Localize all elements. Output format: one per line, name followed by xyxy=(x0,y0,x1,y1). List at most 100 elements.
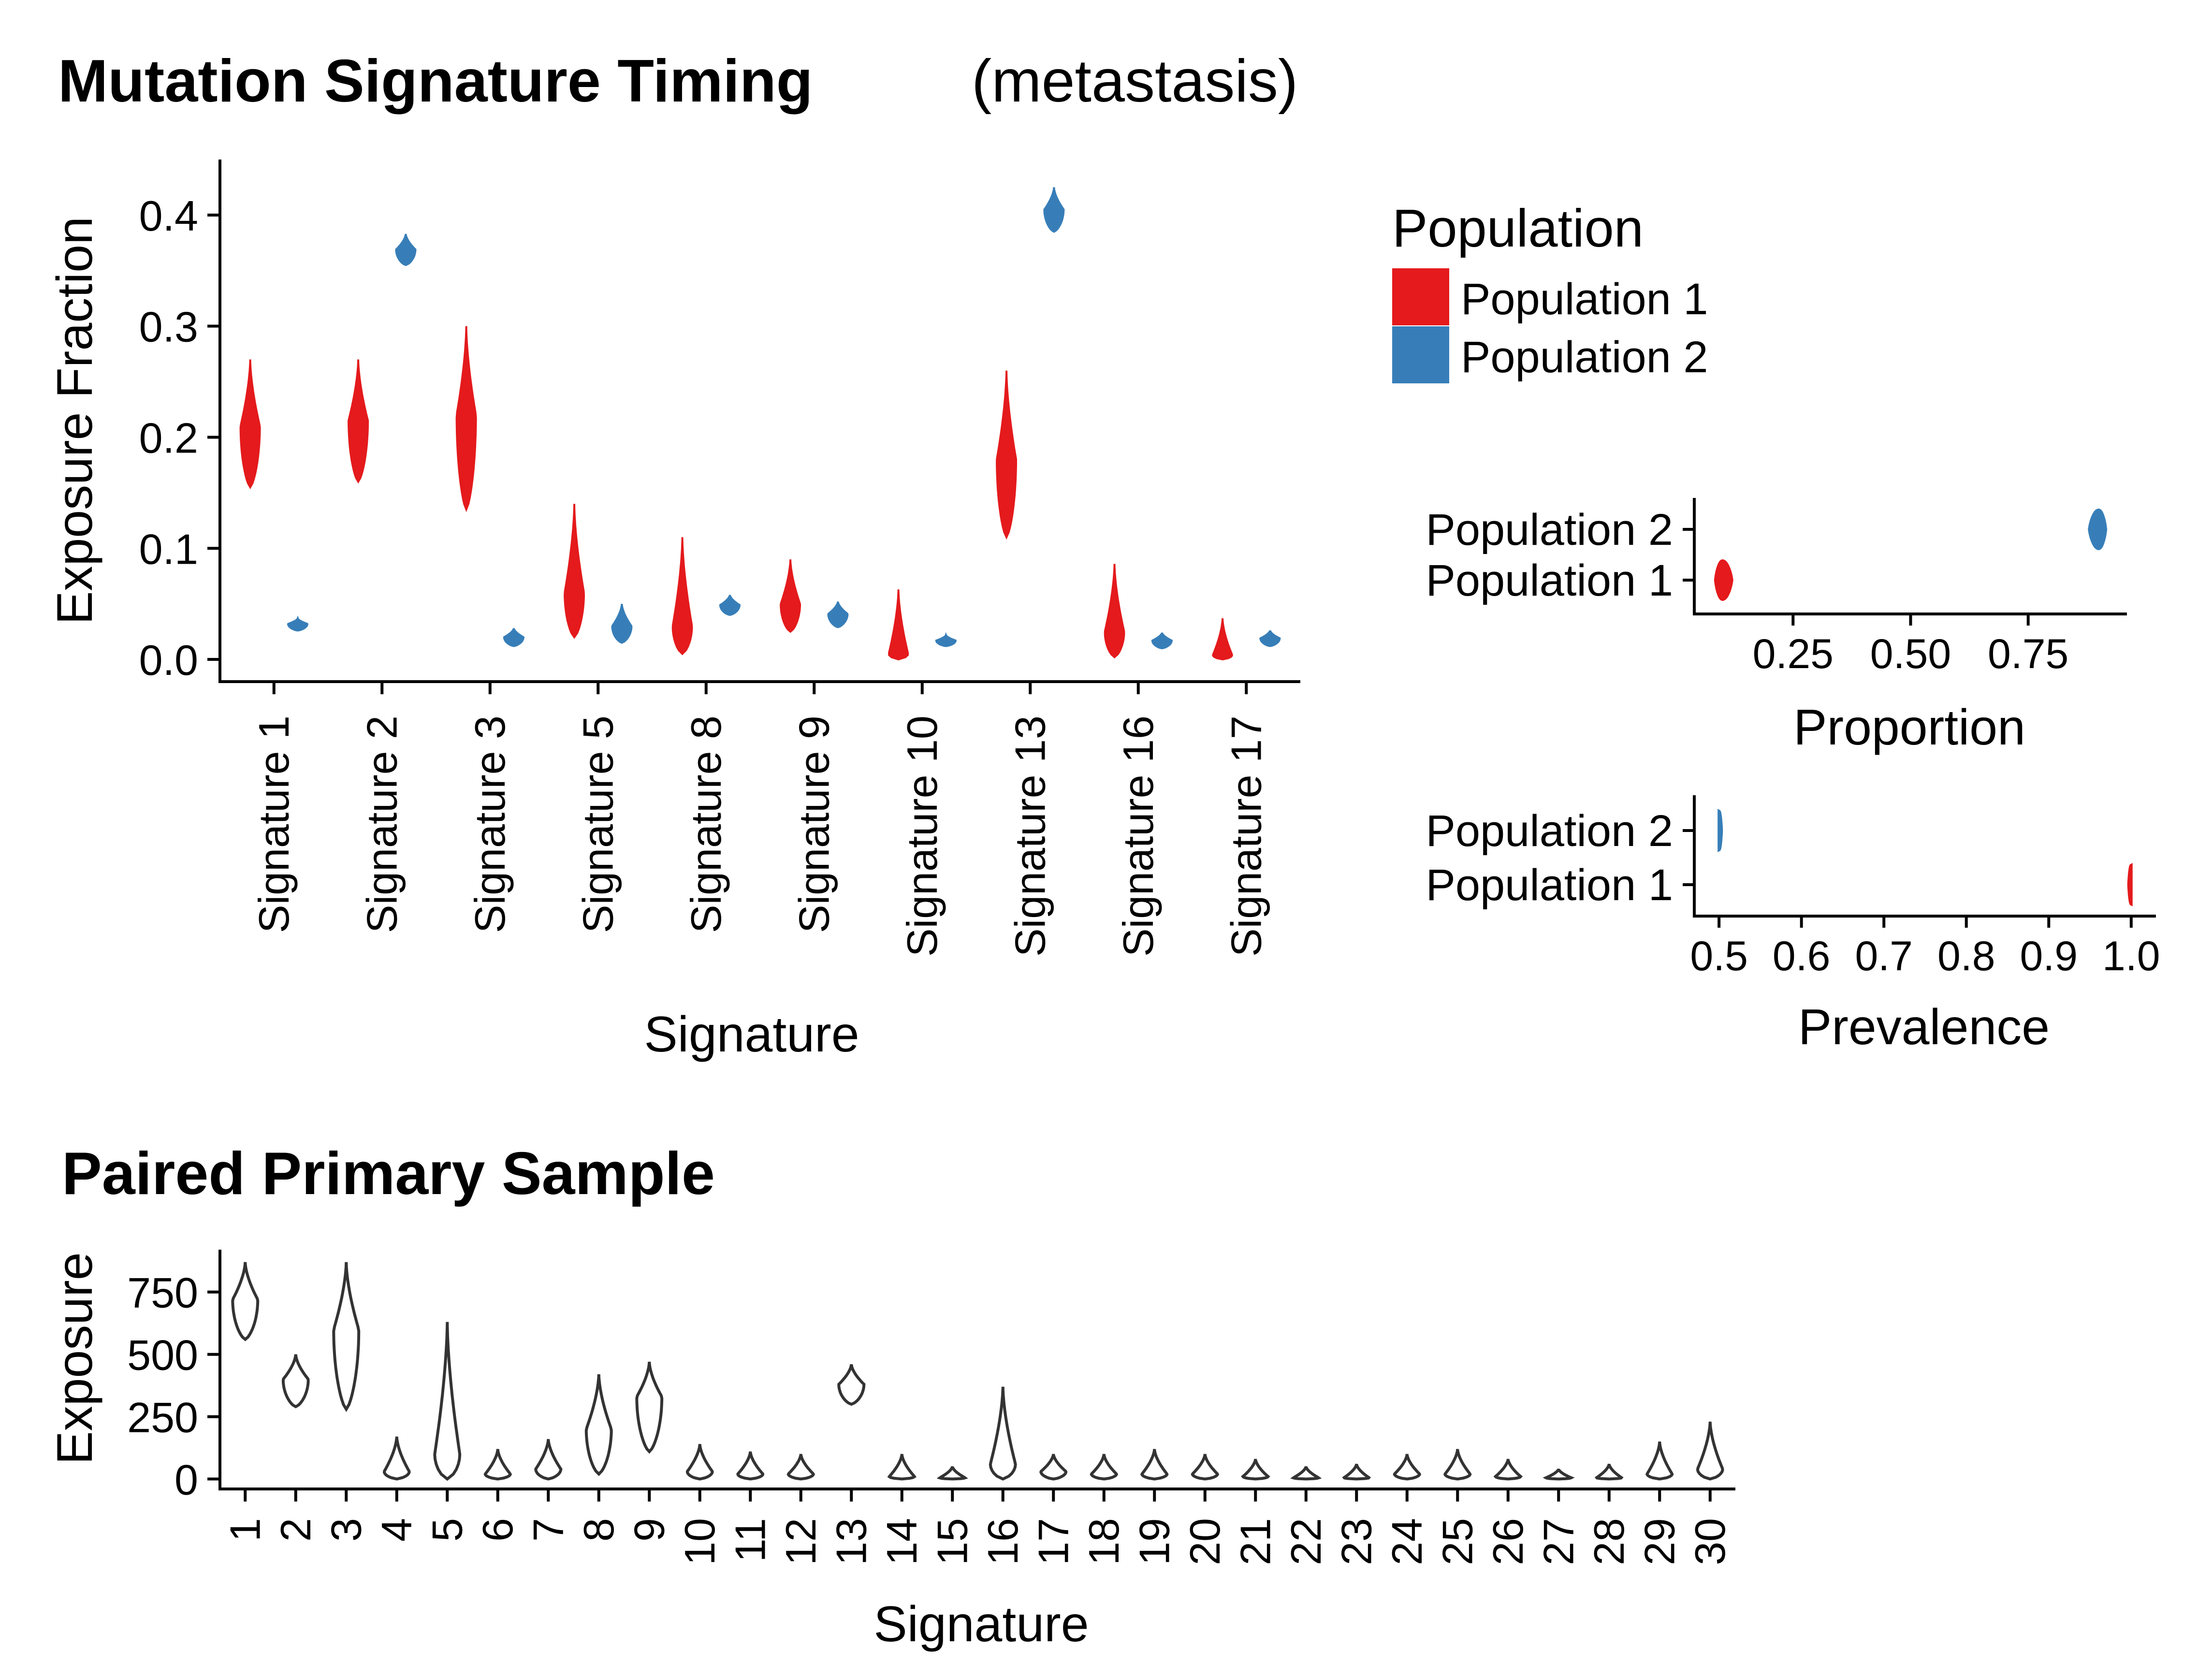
primary-x-tick-label: 12 xyxy=(777,1518,825,1565)
prevalence-x-tick-label: 0.6 xyxy=(1773,933,1831,979)
primary-x-tick-label: 16 xyxy=(979,1518,1027,1565)
primary-violin-signature-3 xyxy=(332,1262,361,1412)
prevalence-violin-population-2 xyxy=(1717,809,1723,852)
primary-violin-signature-27 xyxy=(1543,1468,1575,1481)
primary-x-tick-label: 3 xyxy=(322,1518,370,1542)
legend-label-population-1: Population 1 xyxy=(1461,275,1708,324)
legend: Population Population 1 Population 2 xyxy=(1392,199,1708,383)
primary-x-tick-label: 19 xyxy=(1130,1518,1178,1565)
prevalence-plot-area: 0.5 0.6 0.7 0.8 0.9 1.0 Population 1 Population… xyxy=(1426,795,2160,979)
primary-x-tick-label: 1 xyxy=(221,1518,269,1542)
primary-x-tick-label: 13 xyxy=(827,1518,875,1565)
primary-x-tick-label: 24 xyxy=(1383,1518,1431,1565)
timing-axes xyxy=(218,160,1300,683)
primary-x-tick-label: 15 xyxy=(928,1518,976,1565)
primary-violin-signature-5 xyxy=(433,1322,462,1481)
primary-x-tick-label: 10 xyxy=(676,1518,724,1565)
violin-population-1-signature-3 xyxy=(455,326,477,512)
primary-x-tick-label: 17 xyxy=(1029,1518,1077,1565)
primary-violin-signature-25 xyxy=(1443,1449,1472,1481)
primary-violin-signature-16 xyxy=(989,1386,1017,1481)
primary-x-tick-label: 26 xyxy=(1484,1518,1532,1565)
primary-x-tick-label: 23 xyxy=(1332,1518,1380,1565)
timing-x-tick-label: Signature 3 xyxy=(466,715,514,933)
violin-population-2-signature-17 xyxy=(1259,630,1281,647)
violin-population-1-signature-16 xyxy=(1104,564,1125,659)
timing-y-tick-label: 0.4 xyxy=(139,192,198,240)
timing-plot-area: 0.0 0.1 0.2 0.3 0.4 Signature 1 Signature 2 Sig… xyxy=(139,160,1300,957)
prevalence-x-axis-label: Prevalence xyxy=(1798,999,2050,1055)
prevalence-x-tick-label: 0.5 xyxy=(1690,933,1748,979)
prevalence-x-tick-label: 0.7 xyxy=(1855,933,1913,979)
violin-population-1-signature-17 xyxy=(1212,618,1233,661)
legend-swatch-population-2 xyxy=(1392,326,1449,383)
primary-violin-signature-15 xyxy=(936,1466,968,1481)
proportion-x-axis-label: Proportion xyxy=(1793,700,2025,756)
primary-violin-signature-13 xyxy=(837,1364,866,1406)
primary-x-tick-label: 28 xyxy=(1585,1518,1633,1565)
primary-violin-signature-4 xyxy=(382,1436,411,1481)
primary-y-tick-label: 0 xyxy=(175,1456,198,1503)
primary-x-tick-label: 22 xyxy=(1282,1518,1330,1565)
primary-violin-signature-19 xyxy=(1140,1449,1169,1481)
violin-population-2-signature-5 xyxy=(611,603,633,644)
proportion-axes xyxy=(1693,498,2127,615)
violin-population-1-signature-10 xyxy=(888,589,909,661)
timing-y-axis-label: Exposure Fraction xyxy=(47,217,103,625)
timing-x-tick-label: Signature 13 xyxy=(1006,715,1054,957)
primary-x-tick-label: 29 xyxy=(1635,1518,1683,1565)
primary-violin-signature-1 xyxy=(231,1262,260,1342)
violin-population-1-signature-9 xyxy=(780,559,801,633)
violin-population-2-signature-16 xyxy=(1151,632,1173,650)
prevalence-y-tick-label: Population 2 xyxy=(1426,806,1673,856)
violin-population-1-signature-13 xyxy=(996,370,1017,540)
primary-axes xyxy=(218,1250,1735,1490)
primary-violin-signature-8 xyxy=(584,1374,613,1476)
primary-y-axis-label: Exposure xyxy=(47,1252,103,1464)
primary-violin-signature-23 xyxy=(1342,1463,1371,1481)
violin-population-2-signature-10 xyxy=(935,632,957,647)
legend-swatch-population-1 xyxy=(1392,268,1449,325)
timing-x-tick-label: Signature 10 xyxy=(898,715,946,957)
timing-y-tick-label: 0.3 xyxy=(139,303,198,351)
primary-title: Paired Primary Sample xyxy=(62,1140,715,1207)
primary-x-tick-label: 5 xyxy=(423,1518,471,1542)
primary-x-tick-label: 2 xyxy=(272,1518,320,1542)
violin-population-2-signature-13 xyxy=(1043,187,1065,233)
timing-x-axis-label: Signature xyxy=(644,1007,859,1063)
proportion-violin-population-2 xyxy=(2088,508,2108,551)
timing-x-tick-label: Signature 8 xyxy=(682,715,730,933)
violin-population-2-signature-9 xyxy=(827,601,849,628)
timing-x-tick-label: Signature 9 xyxy=(790,715,838,933)
violin-population-2-signature-3 xyxy=(503,628,524,647)
primary-violin-signature-2 xyxy=(281,1354,310,1409)
primary-x-tick-label: 11 xyxy=(726,1518,774,1562)
proportion-x-tick-label: 0.25 xyxy=(1753,631,1834,677)
legend-title: Population xyxy=(1392,199,1644,258)
primary-violin-signature-11 xyxy=(736,1451,765,1481)
prevalence-panel: 0.5 0.6 0.7 0.8 0.9 1.0 Population 1 Population… xyxy=(1426,795,2160,1055)
prevalence-y-tick-label: Population 1 xyxy=(1426,861,1673,910)
legend-label-population-2: Population 2 xyxy=(1461,333,1708,382)
proportion-y-tick-label: Population 2 xyxy=(1426,505,1673,554)
proportion-y-tick-label: Population 1 xyxy=(1426,556,1673,605)
timing-subtitle: (metastasis) xyxy=(972,48,1298,115)
primary-x-tick-label: 20 xyxy=(1181,1518,1229,1565)
prevalence-x-tick-label: 0.8 xyxy=(1937,933,1995,979)
violin-population-1-signature-1 xyxy=(239,359,261,489)
primary-x-tick-label: 18 xyxy=(1080,1518,1128,1565)
primary-violin-signature-12 xyxy=(786,1454,815,1481)
primary-x-tick-label: 30 xyxy=(1686,1518,1734,1565)
primary-violin-signature-17 xyxy=(1039,1454,1068,1481)
violin-population-1-signature-8 xyxy=(671,537,693,656)
primary-violin-signature-28 xyxy=(1594,1463,1624,1481)
timing-x-tick-label: Signature 5 xyxy=(574,715,622,933)
prevalence-axes xyxy=(1693,795,2156,918)
violin-population-2-signature-1 xyxy=(287,615,309,632)
primary-y-tick-label: 250 xyxy=(127,1393,198,1441)
